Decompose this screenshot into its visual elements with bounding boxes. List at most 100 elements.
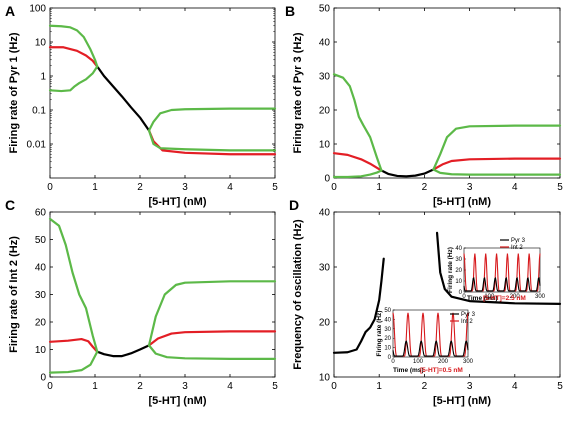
inset-x-tick-label: 100 — [413, 359, 424, 365]
series-line-black — [96, 344, 151, 358]
plot-frame — [333, 7, 561, 179]
x-tick-label: 1 — [92, 182, 98, 193]
series-line-green — [332, 73, 383, 172]
x-axis-label: [5-HT] (nM) — [148, 395, 206, 407]
series-line-black — [96, 65, 151, 132]
y-tick-label: 0.1 — [32, 106, 46, 117]
x-tick-label: 4 — [227, 381, 233, 392]
series-line-green — [147, 129, 277, 152]
series-line-red — [332, 152, 383, 172]
series-line-red — [432, 157, 562, 171]
y-axis-label: Firing rate of Pyr 1 (Hz) — [8, 32, 20, 153]
y-tick-label: 30 — [319, 263, 331, 274]
inset-annotation: [5-HT]=2.5 nM — [483, 295, 526, 302]
legend-label: Int 2 — [461, 319, 473, 325]
series-line-green — [432, 124, 562, 171]
x-tick-label: 0 — [47, 182, 53, 193]
x-tick-label: 5 — [272, 381, 278, 392]
panel-label: D — [289, 197, 299, 213]
x-tick-label: 2 — [137, 381, 143, 392]
inset-y-tick-label: 0 — [459, 290, 463, 296]
x-tick-label: 5 — [557, 381, 563, 392]
inset-x-tick-label: 100 — [484, 294, 495, 300]
y-tick-label: 1 — [40, 72, 46, 83]
inset-x-tick-label: 0 — [462, 294, 466, 300]
y-tick-label: 20 — [319, 106, 331, 117]
series-line-green — [332, 169, 383, 179]
series-line-green — [48, 24, 99, 68]
x-tick-label: 2 — [422, 182, 428, 193]
x-tick-label: 0 — [331, 381, 337, 392]
x-tick-label: 1 — [376, 182, 382, 193]
inset-x-tick-label: 300 — [535, 294, 546, 300]
y-tick-label: 30 — [319, 72, 331, 83]
series-line-red — [48, 337, 99, 353]
inset-y-tick-label: 30 — [455, 257, 462, 263]
series-line-black — [435, 231, 562, 305]
series-line-green — [48, 350, 99, 374]
x-tick-label: 1 — [92, 381, 98, 392]
panel-label: B — [285, 3, 295, 19]
inset-y-tick-label: 10 — [384, 346, 391, 352]
x-tick-label: 5 — [272, 182, 278, 193]
x-tick-label: 0 — [47, 381, 53, 392]
series-line-green — [48, 217, 99, 353]
inset-x-label: Time (ms) — [467, 295, 498, 302]
x-tick-label: 3 — [182, 381, 188, 392]
series-line-green — [147, 344, 277, 360]
x-tick-label: 5 — [557, 182, 563, 193]
inset-pyr3-trace — [463, 277, 541, 292]
panel-label: C — [5, 197, 15, 213]
x-tick-label: 2 — [137, 182, 143, 193]
y-tick-label: 100 — [29, 4, 46, 15]
legend-label: Pyr 3 — [511, 238, 526, 244]
inset-y-label: Firing rate (Hz) — [447, 247, 454, 293]
y-tick-label: 40 — [319, 208, 331, 219]
inset-y-tick-label: 20 — [384, 336, 391, 342]
series-line-black — [332, 257, 385, 354]
y-tick-label: 0 — [324, 174, 330, 185]
x-tick-label: 1 — [376, 381, 382, 392]
panel-a: A 0 1 2 3 4 5 100 10 1 0.1 0.01 Firing rate of Pyr 1… — [5, 3, 278, 208]
series-line-red — [48, 46, 99, 68]
series-line-red — [147, 330, 277, 347]
y-tick-label: 0.01 — [27, 140, 47, 151]
panel-d: D 0 1 2 3 4 5 10 20 30 40 Frequency of oscillation … — [289, 197, 563, 407]
inset-x-tick-label: 200 — [510, 294, 521, 300]
inset-x-tick-label: 300 — [463, 359, 474, 365]
series-line-black — [380, 168, 435, 178]
inset-y-tick-label: 40 — [384, 317, 391, 323]
y-tick-label: 10 — [35, 38, 47, 49]
y-tick-label: 60 — [35, 208, 47, 219]
series-line-green — [147, 107, 277, 132]
inset-y-label: Firing rate (Hz) — [376, 311, 383, 357]
y-tick-label: 10 — [319, 373, 331, 384]
y-axis-label: Frequency of oscillation (Hz) — [292, 219, 304, 370]
series-line-green — [147, 280, 277, 347]
y-tick-label: 40 — [35, 263, 47, 274]
inset-y-tick-label: 20 — [455, 268, 462, 274]
x-axis-label: [5-HT] (nM) — [433, 196, 491, 208]
x-tick-label: 4 — [227, 182, 233, 193]
legend-label: Int 2 — [511, 245, 523, 251]
inset-x-label: Time (ms) — [393, 367, 424, 374]
plot-frame — [333, 211, 561, 378]
y-tick-label: 50 — [319, 4, 331, 15]
y-tick-label: 20 — [319, 318, 331, 329]
panel-label: A — [5, 3, 15, 19]
plot-frame — [49, 7, 276, 179]
y-tick-label: 30 — [35, 290, 47, 301]
inset-y-tick-label: 0 — [388, 355, 392, 361]
y-axis-label: Firing rate of Int 2 (Hz) — [8, 236, 20, 353]
y-tick-label: 20 — [35, 318, 47, 329]
y-axis-label: Firing rate of Pyr 3 (Hz) — [292, 32, 304, 153]
x-tick-label: 3 — [182, 182, 188, 193]
x-tick-label: 3 — [467, 182, 473, 193]
inset-y-tick-label: 10 — [455, 279, 462, 285]
y-tick-label: 10 — [319, 140, 331, 151]
